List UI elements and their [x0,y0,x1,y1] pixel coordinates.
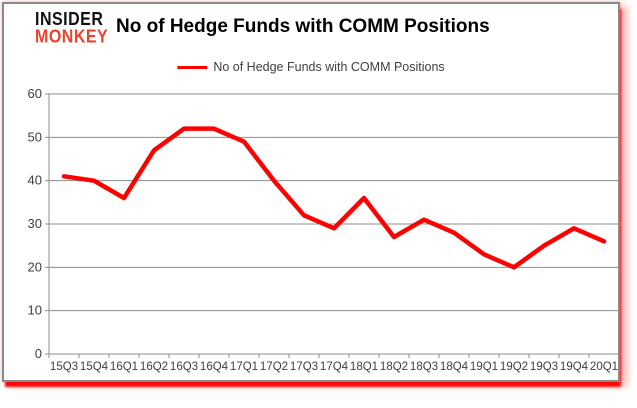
y-tick-label: 50 [28,129,42,144]
x-tick-label: 18Q2 [380,361,408,373]
legend-line-swatch [177,65,208,69]
x-tick-label: 18Q4 [440,361,469,373]
x-tick-label: 20Q1 [590,361,618,373]
x-tick-label: 19Q4 [560,361,589,373]
x-tick-label: 19Q1 [470,361,498,373]
x-tick-label: 17Q1 [230,361,258,373]
x-tick-label: 17Q4 [320,361,349,373]
y-tick-label: 20 [28,259,42,274]
y-tick-label: 60 [28,86,42,101]
x-tick-label: 18Q1 [350,361,378,373]
chart-card: INSIDER MONKEY No of Hedge Funds with CO… [2,2,620,382]
x-tick-label: 15Q3 [50,361,78,373]
logo-line1: INSIDER [35,9,104,30]
legend-label: No of Hedge Funds with COMM Positions [213,60,445,74]
x-tick-label: 15Q4 [80,361,109,373]
y-tick-label: 10 [28,303,42,318]
x-tick-label: 17Q3 [290,361,318,373]
chart-title: No of Hedge Funds with COMM Positions [116,16,490,37]
y-tick-label: 30 [28,216,42,231]
x-tick-label: 16Q4 [200,361,229,373]
legend: No of Hedge Funds with COMM Positions [177,60,445,74]
series-line [61,126,607,270]
insider-monkey-logo: INSIDER MONKEY [35,9,109,48]
x-tick-label: 18Q3 [410,361,438,373]
x-tick-label: 19Q3 [530,361,558,373]
y-tick-label: 0 [35,346,42,361]
x-tick-label: 17Q2 [260,361,288,373]
x-tick-label: 19Q2 [500,361,528,373]
y-tick-label: 40 [28,173,42,188]
logo-line2: MONKEY [35,27,109,48]
x-tick-label: 16Q3 [170,361,198,373]
x-tick-label: 16Q1 [110,361,138,373]
x-tick-label: 16Q2 [140,361,168,373]
